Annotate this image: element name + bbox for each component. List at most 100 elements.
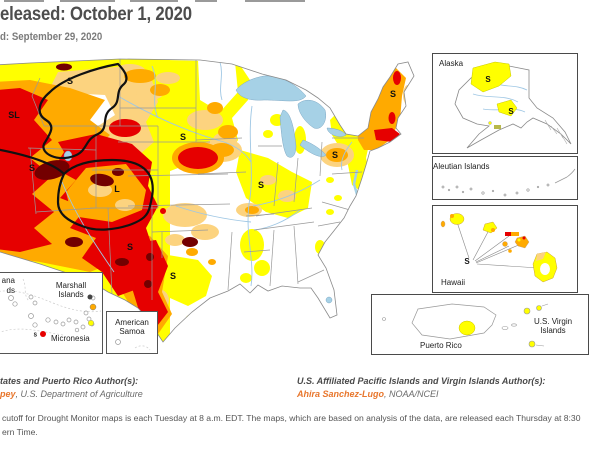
- authors-right-affiliation: , NOAA/NCEI: [384, 389, 439, 399]
- aleutian-inset: Aleutian Islands: [432, 156, 578, 200]
- hawaii-map: S: [440, 213, 558, 283]
- mona-island: [382, 317, 386, 321]
- alaska-s-south-label: S: [508, 107, 514, 116]
- hawaii-s-label: S: [464, 257, 470, 266]
- alaska-kodiak-patch: [494, 125, 501, 129]
- kauai-d2-dot: [450, 214, 454, 218]
- maui-d3-dot: [522, 236, 526, 240]
- impact-label-maine: S: [390, 89, 396, 99]
- pacific-red-dot-label: S: [34, 333, 38, 339]
- impact-label-utah: S: [29, 163, 35, 173]
- samoa-island-dot: [115, 339, 121, 345]
- drought-layer-d4: [34, 63, 198, 288]
- pacific-islands-inset: S ana ds Marshall Islands Micronesia: [0, 272, 103, 354]
- author-link-noaa[interactable]: Ahira Sanchez-Lugo: [297, 389, 385, 399]
- virgin-islands-title: U.S. Virgin Islands: [533, 317, 573, 336]
- lanai: [502, 241, 508, 247]
- four-corners-tan-patch: [115, 199, 135, 211]
- impact-label-four-corners-l: L: [114, 184, 120, 194]
- niihau: [440, 220, 446, 228]
- tortola-squiggle: [541, 303, 549, 307]
- pacific-d0-dot: [87, 319, 95, 327]
- alaska-map: S S: [454, 61, 572, 149]
- impact-outlines: [0, 62, 154, 231]
- maui: [514, 235, 530, 249]
- four-corners-tan-patch: [88, 183, 112, 197]
- pacific-region-boundaries: [0, 278, 102, 336]
- alaska-d0-south: [496, 99, 518, 117]
- cropped-top-remnant: [195, 0, 217, 2]
- aleutian-islands-dots: [441, 168, 576, 197]
- great-lakes: [63, 75, 347, 304]
- valid-date-fragment: d: September 29, 2020: [0, 31, 103, 43]
- footer-line2-fragment: ern Time.: [2, 426, 38, 437]
- alaska-inset: S S Alaska: [432, 53, 578, 154]
- micronesia-label: Micronesia: [51, 334, 90, 343]
- st-john-d0: [536, 305, 542, 311]
- rivers: [61, 61, 353, 287]
- oahu: [482, 221, 498, 234]
- oahu-d2-dot: [491, 228, 495, 232]
- hawaii-title: Hawaii: [441, 277, 466, 287]
- molokai-d2: [511, 232, 519, 236]
- impact-label-idaho-sl: SL: [8, 110, 20, 120]
- impact-label-illinois: S: [258, 180, 264, 190]
- alaska-se-islands: [544, 119, 568, 145]
- puerto-rico-map: [382, 303, 549, 348]
- pacific-d3-dot: [40, 331, 46, 337]
- impact-label-new-mexico: S: [127, 242, 133, 252]
- aleutian-title: Aleutian Islands: [433, 162, 490, 171]
- puerto-rico-inset: Puerto Rico U.S. Virgin Islands: [371, 294, 589, 355]
- american-samoa-inset: American Samoa: [106, 311, 158, 354]
- authors-right-block: U.S. Affiliated Pacific Islands and Virg…: [297, 375, 545, 401]
- alaska-d0-north: [470, 61, 512, 93]
- alaska-small-dot: [488, 121, 492, 125]
- authors-right-line: Ahira Sanchez-Lugo, NOAA/NCEI: [297, 388, 545, 401]
- conus-impact-labels: S S SL S L S S S S S: [8, 76, 396, 281]
- puerto-rico-outline: [411, 303, 497, 340]
- aleutian-map: [441, 168, 576, 197]
- marshall-islands-label: Marshall Islands: [55, 281, 87, 300]
- american-samoa-map: [115, 339, 151, 351]
- state-borders: [27, 59, 381, 300]
- pacific-island-dots: [8, 294, 96, 333]
- hawaii-callout-lines: [456, 221, 540, 269]
- big-island-white-core: [540, 263, 550, 275]
- samoa-boundary: [134, 345, 151, 351]
- american-samoa-title: American Samoa: [115, 318, 149, 337]
- molokai-d3: [505, 232, 511, 236]
- author-link-usda[interactable]: pey: [0, 389, 16, 399]
- hawaii-inset: S Hawaii: [432, 205, 578, 293]
- footer-line1-fragment: cutoff for Drought Monitor maps is each …: [2, 413, 581, 423]
- impact-label-pennsylvania: S: [332, 150, 338, 160]
- authors-left-block: tates and Puerto Rico Author(s): pey, U.…: [0, 375, 143, 401]
- puerto-rico-d0-blob: [458, 320, 476, 336]
- conus-outline: [0, 58, 415, 343]
- page-title-fragment: eleased: October 1, 2020: [0, 4, 192, 25]
- pacific-islands-map: S: [0, 278, 102, 339]
- authors-left-heading: tates and Puerto Rico Author(s):: [0, 376, 139, 386]
- alaska-s-north-label: S: [485, 75, 491, 84]
- puerto-rico-title: Puerto Rico: [420, 340, 462, 350]
- mariana-islands-label-fragment: ana ds: [1, 276, 15, 295]
- cropped-top-remnant: [60, 0, 115, 2]
- authors-left-affiliation: , U.S. Department of Agriculture: [15, 389, 143, 399]
- impact-label-south-dakota: S: [180, 132, 186, 142]
- maui-d0-dot: [517, 238, 521, 242]
- impact-label-montana: S: [67, 76, 73, 86]
- st-thomas-d0: [523, 307, 531, 315]
- pacific-dark-dot: [87, 294, 93, 300]
- cropped-top-remnant: [4, 0, 44, 2]
- culebra: [511, 323, 517, 327]
- impact-label-texas: S: [170, 271, 176, 281]
- cropped-top-remnant: [130, 0, 178, 2]
- kahoolawe: [508, 249, 512, 253]
- authors-left-line: pey, U.S. Department of Agriculture: [0, 388, 143, 401]
- st-croix-d0: [528, 340, 536, 348]
- pacific-d2-dot: [89, 303, 97, 311]
- big-island-d1-edge: [536, 252, 546, 261]
- alaska-title: Alaska: [439, 59, 464, 68]
- st-croix-squiggle: [535, 344, 545, 347]
- footer-note: cutoff for Drought Monitor maps is each …: [2, 412, 581, 439]
